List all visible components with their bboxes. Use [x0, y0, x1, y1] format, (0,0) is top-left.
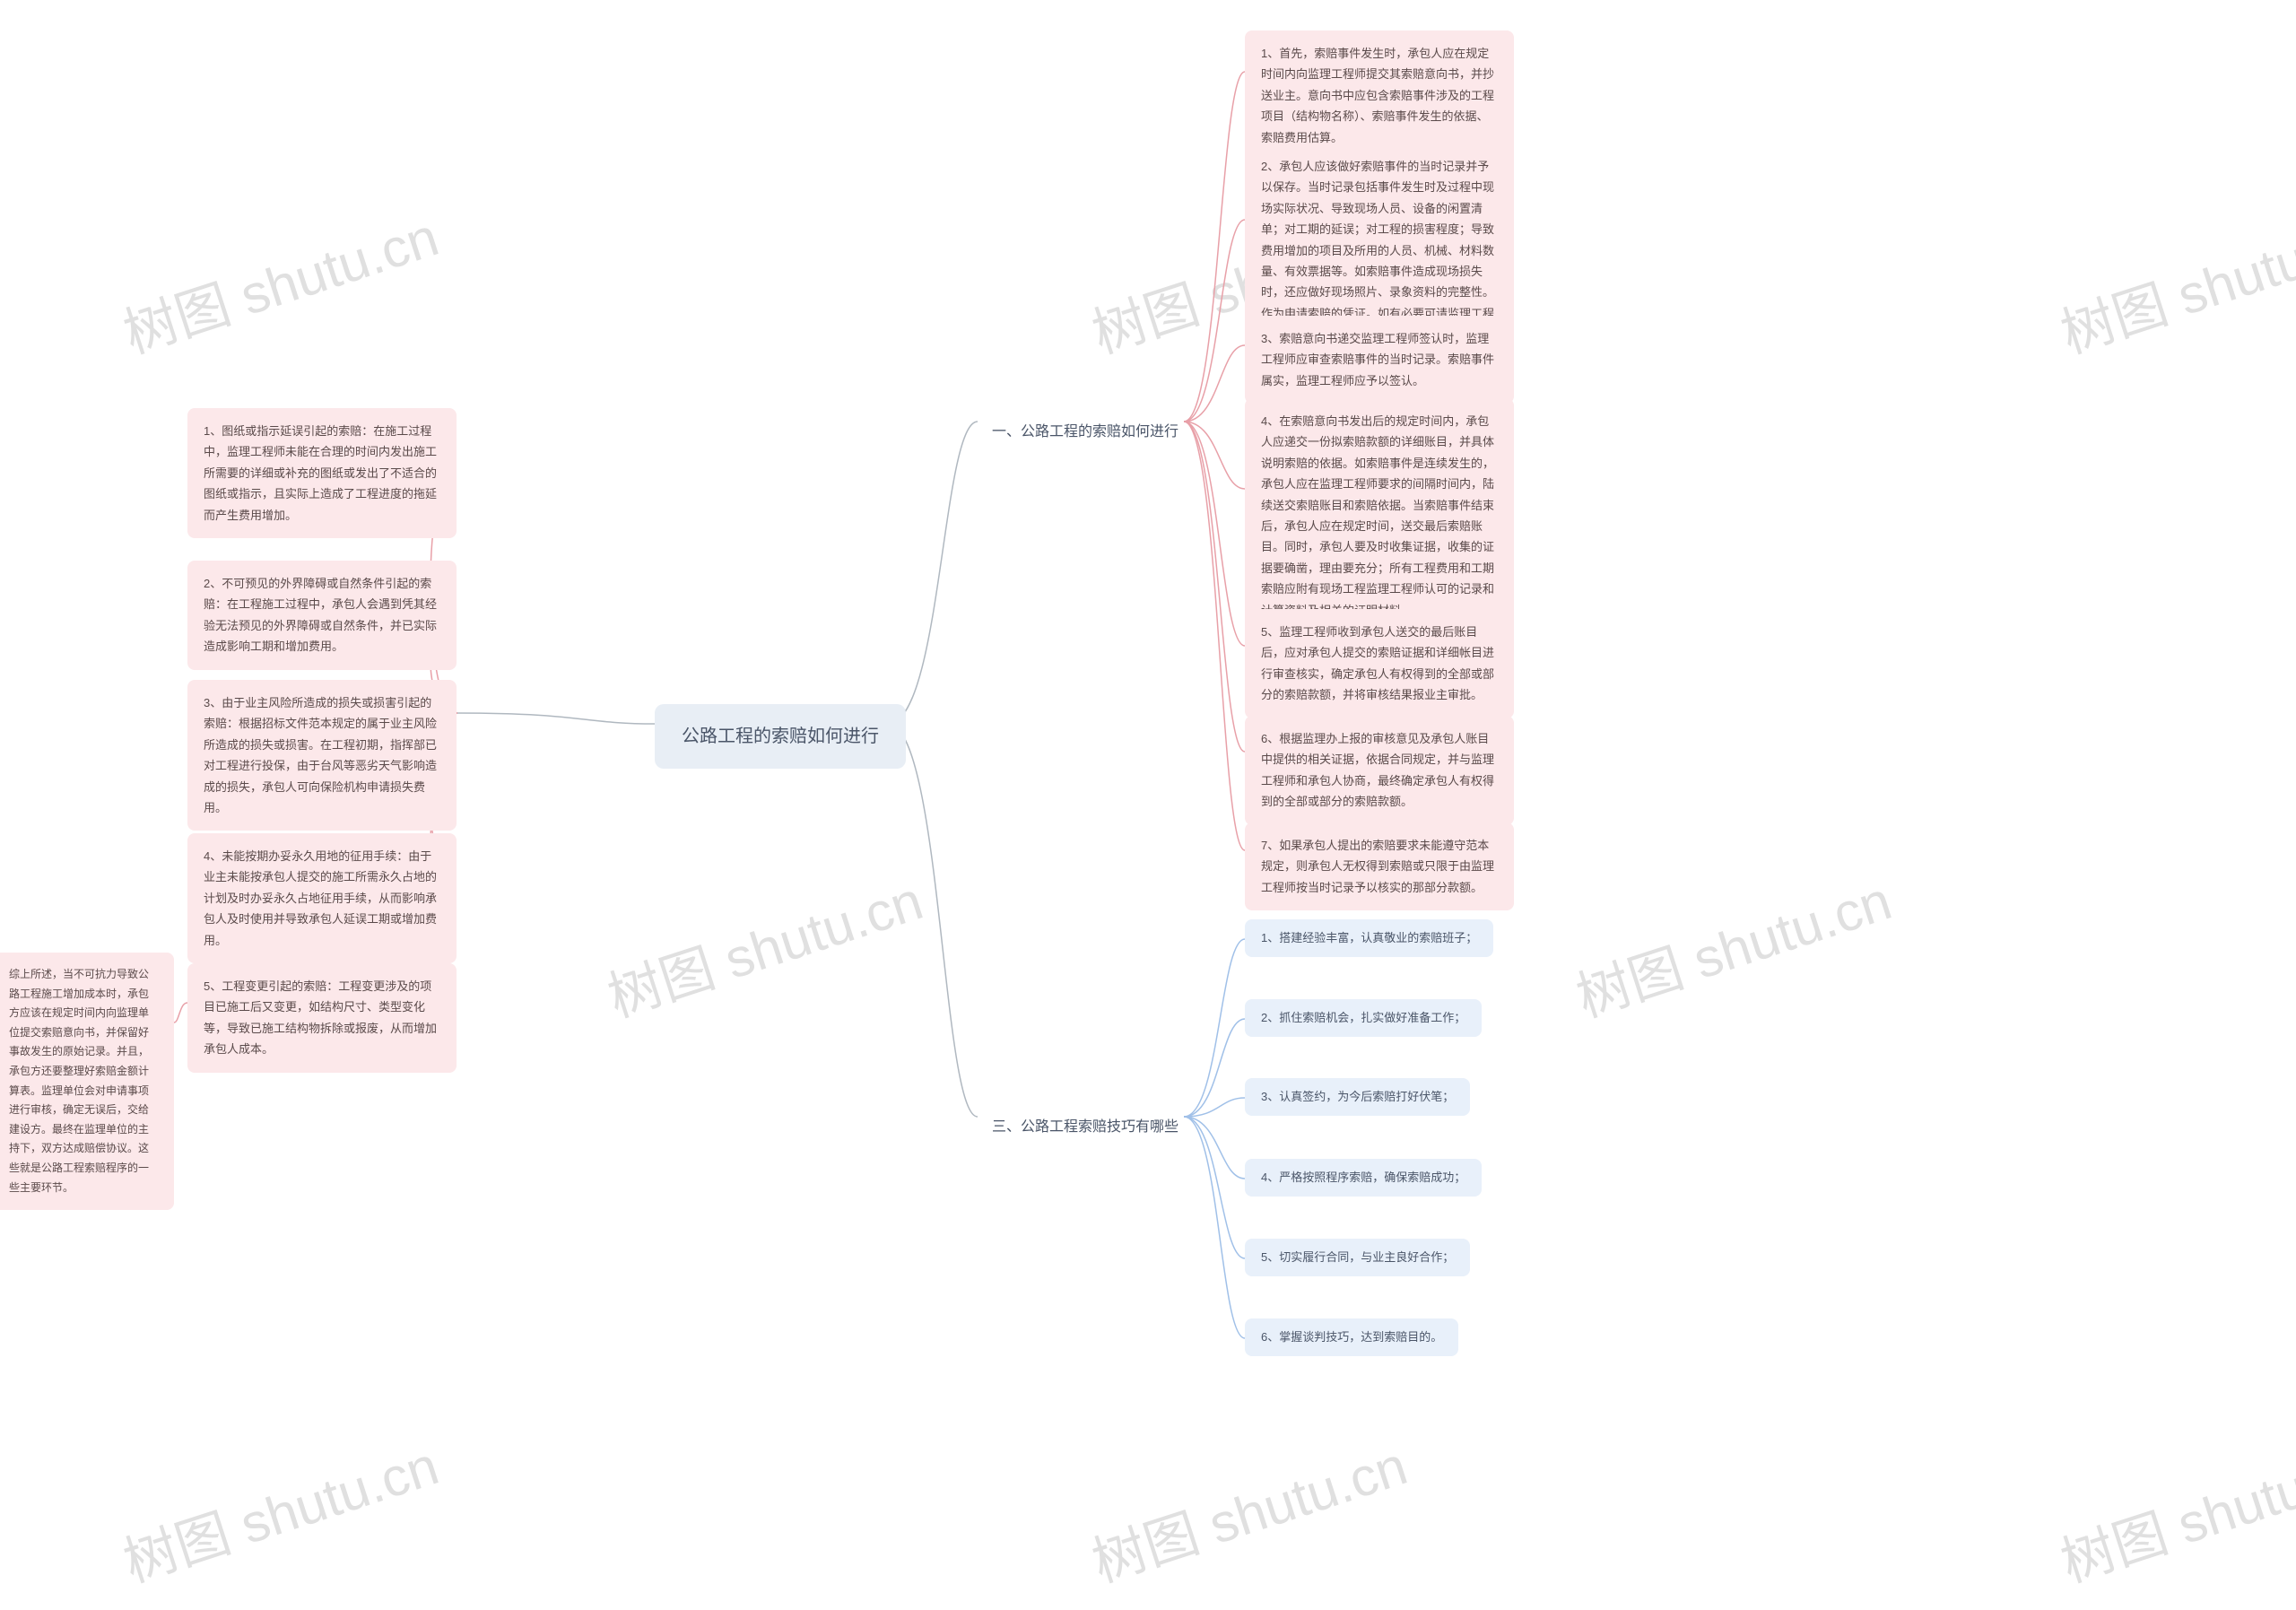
watermark: 树图 shutu.cn: [112, 1423, 447, 1597]
leaf-node[interactable]: 3、由于业主风险所造成的损失或损害引起的索赔：根据招标文件范本规定的属于业主风险…: [187, 680, 457, 831]
watermark: 树图 shutu.cn: [1565, 857, 1900, 1032]
leaf-node[interactable]: 5、工程变更引起的索赔：工程变更涉及的项目已施工后又变更，如结构尺寸、类型变化等…: [187, 963, 457, 1073]
branch-node[interactable]: 三、公路工程索赔技巧有哪些: [978, 1106, 1193, 1150]
leaf-node[interactable]: 1、图纸或指示延误引起的索赔：在施工过程中，监理工程师未能在合理的时间内发出施工…: [187, 408, 457, 538]
leaf-node[interactable]: 6、根据监理办上报的审核意见及承包人账目中提供的相关证据，依据合同规定，并与监理…: [1245, 716, 1514, 825]
leaf-node[interactable]: 1、搭建经验丰富，认真敬业的索赔班子；: [1245, 919, 1493, 957]
leaf-node[interactable]: 7、如果承包人提出的索赔要求未能遵守范本规定，则承包人无权得到索赔或只限于由监理…: [1245, 822, 1514, 910]
leaf-node[interactable]: 5、监理工程师收到承包人送交的最后账目后，应对承包人提交的索赔证据和详细帐目进行…: [1245, 609, 1514, 718]
leaf-node[interactable]: 4、未能按期办妥永久用地的征用手续：由于业主未能按承包人提交的施工所需永久占地的…: [187, 833, 457, 963]
watermark: 树图 shutu.cn: [2049, 1423, 2296, 1597]
leaf-node[interactable]: 1、首先，索赔事件发生时，承包人应在规定时间内向监理工程师提交其索赔意向书，并抄…: [1245, 30, 1514, 161]
leaf-node[interactable]: 4、在索赔意向书发出后的规定时间内，承包人应递交一份拟索赔款额的详细账目，并具体…: [1245, 398, 1514, 633]
center-node[interactable]: 公路工程的索赔如何进行: [655, 704, 906, 769]
leaf-node-extra[interactable]: 综上所述，当不可抗力导致公路工程施工增加成本时，承包方应该在规定时间内向监理单位…: [0, 953, 174, 1210]
leaf-node[interactable]: 2、不可预见的外界障碍或自然条件引起的索赔：在工程施工过程中，承包人会遇到凭其经…: [187, 561, 457, 670]
leaf-node[interactable]: 2、抓住索赔机会，扎实做好准备工作；: [1245, 999, 1482, 1037]
leaf-node[interactable]: 5、切实履行合同，与业主良好合作；: [1245, 1239, 1470, 1276]
branch-node[interactable]: 一、公路工程的索赔如何进行: [978, 411, 1193, 455]
watermark: 树图 shutu.cn: [2049, 194, 2296, 369]
watermark: 树图 shutu.cn: [112, 194, 447, 369]
watermark: 树图 shutu.cn: [596, 857, 931, 1032]
leaf-node[interactable]: 3、索赔意向书递交监理工程师签认时，监理工程师应审查索赔事件的当时记录。索赔事件…: [1245, 316, 1514, 404]
leaf-node[interactable]: 6、掌握谈判技巧，达到索赔目的。: [1245, 1318, 1458, 1356]
watermark: 树图 shutu.cn: [1081, 1423, 1415, 1597]
leaf-node[interactable]: 4、严格按照程序索赔，确保索赔成功；: [1245, 1159, 1482, 1197]
leaf-node[interactable]: 3、认真签约，为今后索赔打好伏笔；: [1245, 1078, 1470, 1116]
